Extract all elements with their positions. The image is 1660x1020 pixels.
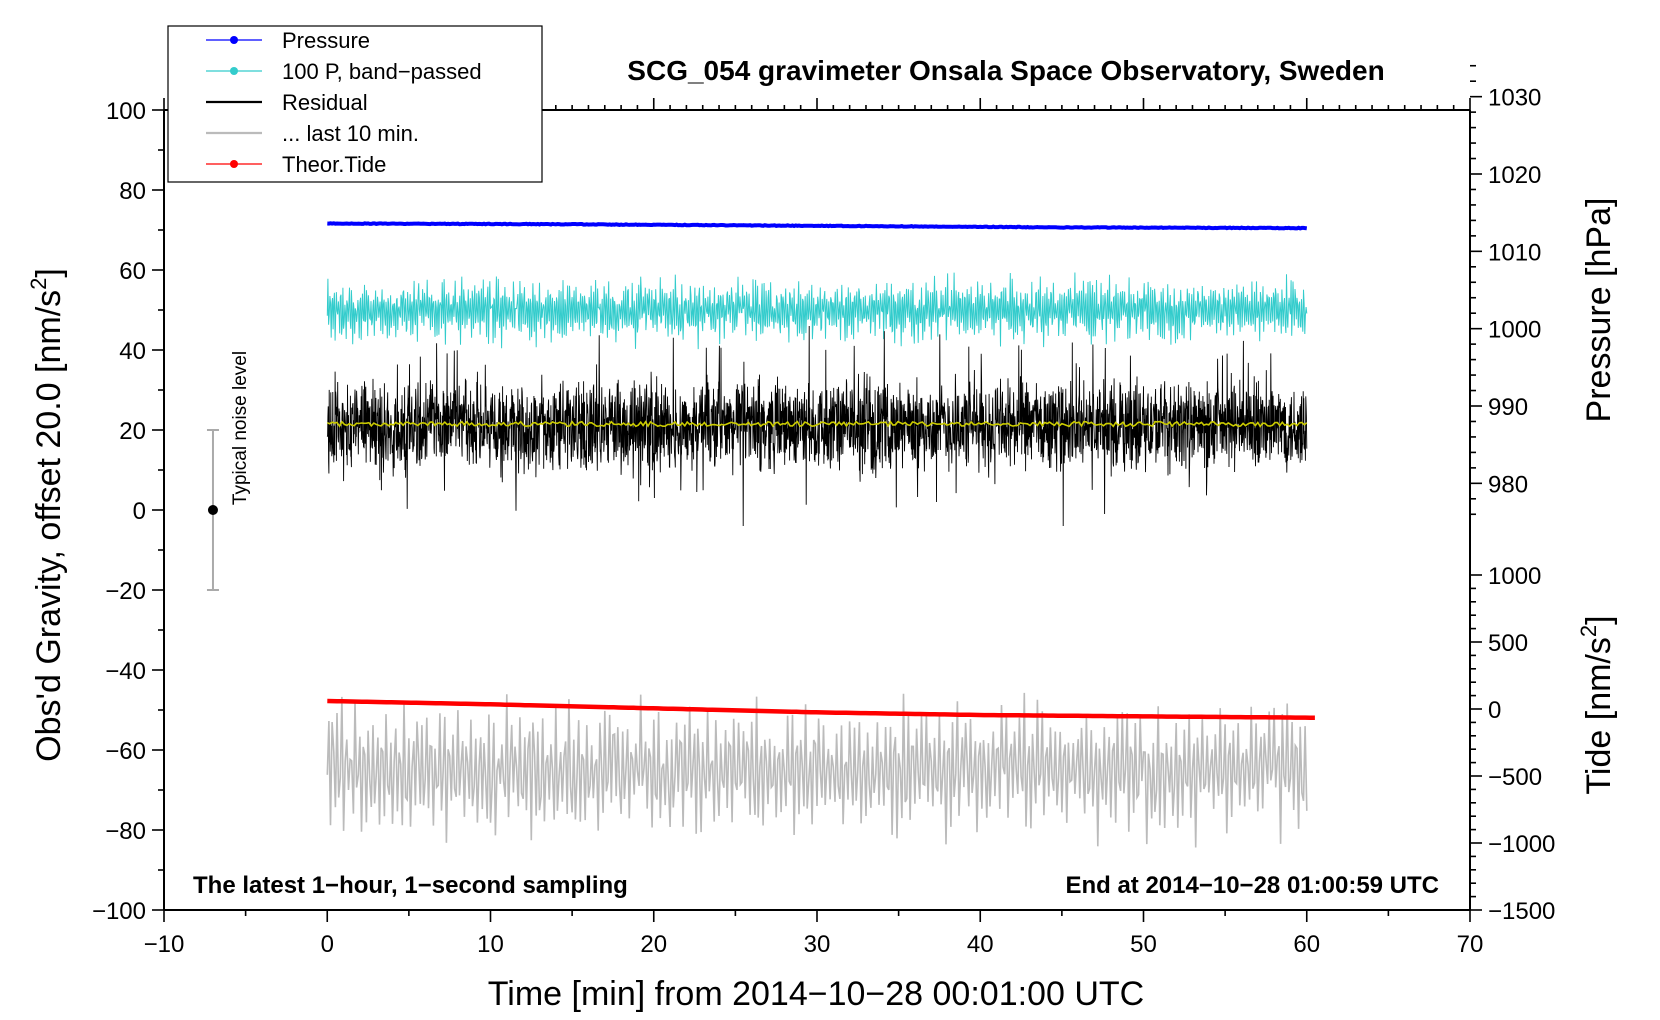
legend-label: ... last 10 min.: [282, 121, 419, 146]
pressure-tick-label: 1010: [1488, 239, 1541, 266]
chart-title: SCG_054 gravimeter Onsala Space Observat…: [627, 55, 1384, 86]
legend-marker: [230, 36, 238, 44]
tide-tick-label: −1000: [1488, 831, 1555, 858]
legend-box: [167, 25, 543, 183]
y-axis-label-end: ]: [30, 268, 68, 277]
y-tick-label: −20: [105, 578, 146, 605]
legend-marker: [230, 160, 238, 168]
series-last-10-min: [326, 692, 1308, 848]
x-tick-label: 0: [321, 931, 334, 958]
x-tick-label: 10: [477, 931, 504, 958]
tide-tick-label: 1000: [1488, 563, 1541, 590]
y-tick-label: −60: [105, 738, 146, 765]
y-axis-label-sup: 2: [26, 278, 51, 290]
y-axis-label-main: Obs'd Gravity, offset 20.0 [nm/s: [30, 290, 68, 762]
pressure-tick-label: 1030: [1488, 85, 1541, 112]
legend-marker: [230, 67, 238, 75]
tick-labels-layer: −10 0 10 20 30 40 50 60 70−100−80−60−40−20020406…: [92, 85, 1555, 958]
x-tick-label: 40: [967, 931, 994, 958]
legend-label: Theor.Tide: [282, 152, 386, 177]
y-tick-label: 20: [119, 418, 146, 445]
tide-axis-label-main: Tide [nm/s: [1580, 637, 1618, 794]
pressure-tick-label: 980: [1488, 471, 1528, 498]
y-tick-label: −100: [92, 898, 146, 925]
series-theoretical-tide: [327, 698, 1315, 720]
y-tick-label: 80: [119, 178, 146, 205]
noise-level-label: Typical noise level: [230, 351, 251, 505]
noise-bar-center: [207, 505, 218, 515]
sampling-annotation: The latest 1−hour, 1−second sampling: [193, 872, 628, 899]
tide-tick-label: 500: [1488, 630, 1528, 657]
y-tick-label: 40: [119, 338, 146, 365]
pressure-tick-label: 990: [1488, 394, 1528, 421]
pressure-axis-label: Pressure [hPa]: [1580, 198, 1618, 423]
x-tick-label: −10: [144, 931, 185, 958]
series-pressure: [327, 221, 1308, 231]
pressure-tick-label: 1000: [1488, 317, 1541, 344]
x-tick-label: 50: [1130, 931, 1157, 958]
legend-label: Pressure: [282, 28, 370, 53]
tide-tick-label: 0: [1488, 697, 1501, 724]
x-tick-label: 60: [1293, 931, 1320, 958]
y-tick-label: 0: [133, 498, 146, 525]
legend: Pressure 100 P, band−passed Residual ... la…: [167, 25, 543, 183]
x-tick-label: 20: [640, 931, 667, 958]
legend-entries: Pressure 100 P, band−passed Residual ... la…: [206, 28, 482, 177]
series-bandpassed-pressure: [326, 272, 1308, 350]
noise-indicator: [206, 429, 219, 591]
legend-label: Residual: [282, 90, 368, 115]
y-tick-label: 100: [106, 98, 146, 125]
tide-tick-label: −500: [1488, 764, 1542, 791]
tide-axis-label-sup: 2: [1576, 625, 1601, 637]
ticks-layer: [152, 64, 1482, 922]
end-time-annotation: End at 2014−10−28 01:00:59 UTC: [1065, 872, 1439, 899]
tide-axis-label-end: ]: [1580, 615, 1618, 624]
y-tick-label: 60: [119, 258, 146, 285]
x-tick-label: 30: [804, 931, 831, 958]
pressure-tick-label: 1020: [1488, 162, 1541, 189]
series-layer: [326, 221, 1315, 848]
x-axis-label: Time [min] from 2014−10−28 00:01:00 UTC: [488, 975, 1144, 1013]
x-tick-label: 70: [1457, 931, 1484, 958]
y-axis-label: Obs'd Gravity, offset 20.0 [nm/s2]: [26, 268, 68, 762]
tide-tick-label: −1500: [1488, 898, 1555, 925]
tide-axis-label: Tide [nm/s2]: [1576, 615, 1618, 794]
series-residual: [326, 325, 1308, 527]
legend-label: 100 P, band−passed: [282, 59, 482, 84]
y-tick-label: −80: [105, 818, 146, 845]
series-residual-smoothed: [326, 420, 1308, 428]
y-tick-label: −40: [105, 658, 146, 685]
